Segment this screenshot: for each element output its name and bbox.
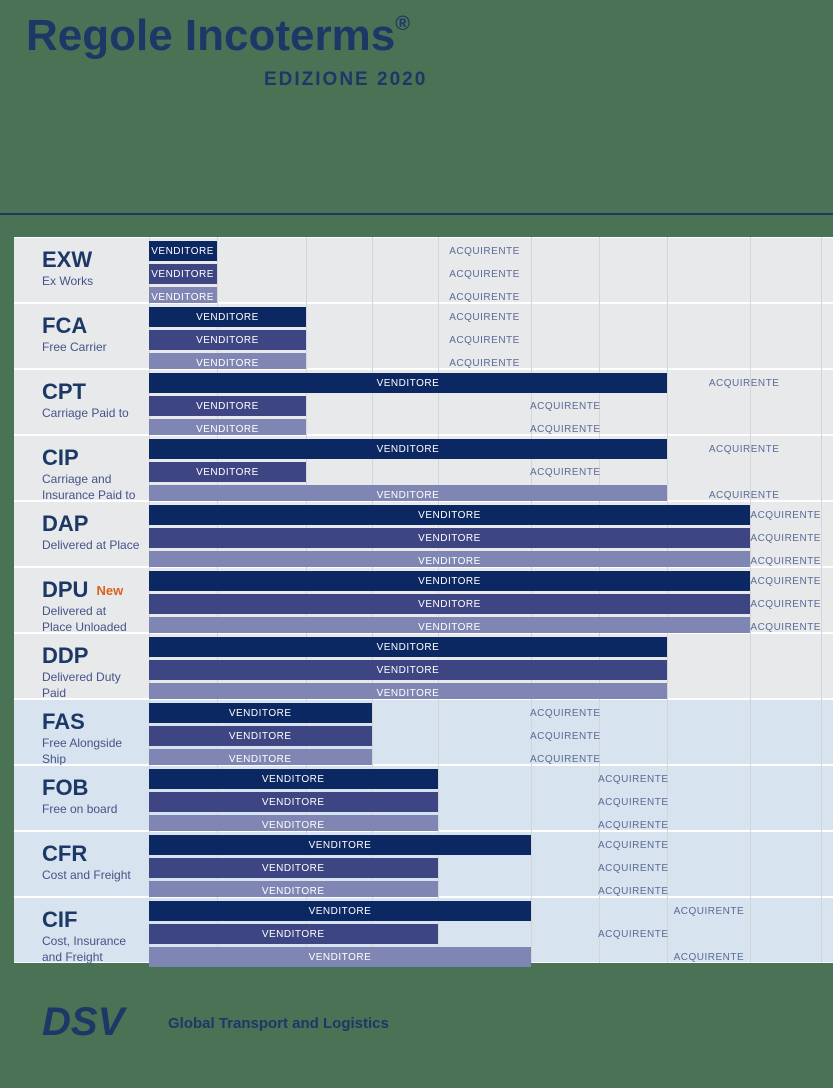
svg-text:DSV: DSV <box>42 1003 128 1043</box>
